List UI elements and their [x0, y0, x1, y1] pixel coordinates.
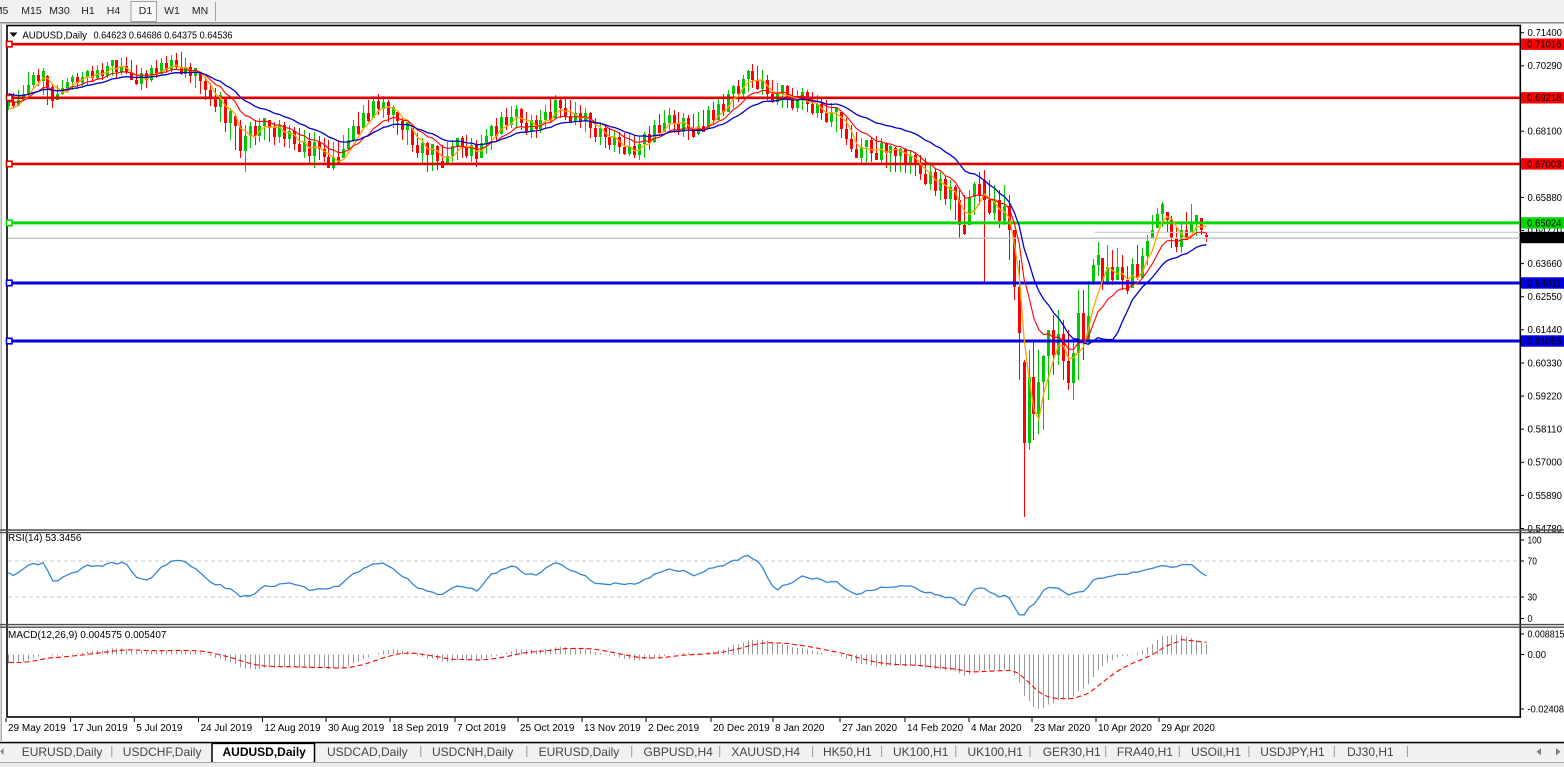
- svg-text:UK100,H1: UK100,H1: [968, 745, 1024, 759]
- svg-text:18 Sep 2019: 18 Sep 2019: [392, 723, 449, 734]
- svg-text:EURUSD,Daily: EURUSD,Daily: [539, 745, 620, 759]
- svg-text:RSI(14) 53.3456: RSI(14) 53.3456: [8, 533, 82, 544]
- svg-text:0.63660: 0.63660: [1528, 259, 1563, 270]
- svg-text:0.57000: 0.57000: [1528, 458, 1563, 469]
- svg-text:USDJPY,H1: USDJPY,H1: [1260, 745, 1325, 759]
- svg-text:5 Jul 2019: 5 Jul 2019: [136, 723, 183, 734]
- svg-text:30: 30: [1528, 593, 1538, 604]
- svg-text:HK50,H1: HK50,H1: [823, 745, 872, 759]
- svg-text:0.69218: 0.69218: [1527, 93, 1562, 104]
- svg-text:0.61440: 0.61440: [1528, 325, 1563, 336]
- svg-text:MN: MN: [192, 5, 208, 17]
- svg-text:0.59220: 0.59220: [1528, 392, 1563, 403]
- svg-text:27 Jan 2020: 27 Jan 2020: [842, 723, 897, 734]
- svg-text:0.55890: 0.55890: [1528, 491, 1563, 502]
- svg-text:4 Mar 2020: 4 Mar 2020: [971, 723, 1022, 734]
- svg-text:0.64536: 0.64536: [1527, 233, 1562, 244]
- svg-text:29 May 2019: 29 May 2019: [8, 723, 66, 734]
- svg-text:8 Jan 2020: 8 Jan 2020: [775, 723, 825, 734]
- svg-text:100: 100: [1528, 536, 1542, 547]
- svg-text:20 Dec 2019: 20 Dec 2019: [713, 723, 770, 734]
- svg-text:0.63011: 0.63011: [1527, 278, 1562, 289]
- svg-text:0.70290: 0.70290: [1528, 61, 1563, 72]
- svg-text:12 Aug 2019: 12 Aug 2019: [264, 723, 321, 734]
- svg-text:0: 0: [1528, 614, 1533, 625]
- svg-text:7 Oct 2019: 7 Oct 2019: [457, 723, 506, 734]
- svg-text:0.62550: 0.62550: [1528, 292, 1563, 303]
- svg-text:USDCHF,Daily: USDCHF,Daily: [123, 745, 202, 759]
- svg-text:MACD(12,26,9) 0.004575 0.00540: MACD(12,26,9) 0.004575 0.005407: [8, 630, 167, 641]
- svg-text:13 Nov 2019: 13 Nov 2019: [584, 723, 641, 734]
- svg-text:M5: M5: [0, 5, 8, 17]
- svg-text:0.64770: 0.64770: [1528, 226, 1563, 237]
- svg-text:0.68100: 0.68100: [1528, 127, 1563, 138]
- svg-text:USDCNH,Daily: USDCNH,Daily: [432, 745, 513, 759]
- svg-text:UK100,H1: UK100,H1: [893, 745, 949, 759]
- svg-text:70: 70: [1528, 557, 1538, 568]
- svg-text:30 Aug 2019: 30 Aug 2019: [328, 723, 385, 734]
- svg-text:17 Jun 2019: 17 Jun 2019: [73, 723, 128, 734]
- svg-text:H1: H1: [81, 5, 95, 17]
- svg-text:EURUSD,Daily: EURUSD,Daily: [22, 745, 103, 759]
- svg-text:USOil,H1: USOil,H1: [1191, 745, 1241, 759]
- svg-text:0.008815: 0.008815: [1528, 630, 1564, 641]
- svg-text:0.65024: 0.65024: [1527, 218, 1562, 229]
- svg-text:0.60330: 0.60330: [1528, 358, 1563, 369]
- svg-text:FRA40,H1: FRA40,H1: [1117, 745, 1173, 759]
- svg-text:25 Oct 2019: 25 Oct 2019: [520, 723, 575, 734]
- svg-text:23 Mar 2020: 23 Mar 2020: [1034, 723, 1091, 734]
- svg-text:AUDUSD,Daily: AUDUSD,Daily: [223, 745, 307, 759]
- svg-text:0.64623 0.64686 0.64375 0.6453: 0.64623 0.64686 0.64375 0.64536: [94, 30, 233, 41]
- svg-text:M15: M15: [21, 5, 42, 17]
- svg-text:M30: M30: [49, 5, 70, 17]
- svg-text:W1: W1: [164, 5, 180, 17]
- svg-text:D1: D1: [139, 5, 153, 17]
- svg-text:10 Apr 2020: 10 Apr 2020: [1098, 723, 1152, 734]
- svg-text:0.71400: 0.71400: [1528, 28, 1563, 39]
- svg-text:0.71016: 0.71016: [1527, 40, 1562, 51]
- svg-text:24 Jul 2019: 24 Jul 2019: [201, 723, 253, 734]
- svg-text:0.00: 0.00: [1528, 650, 1547, 661]
- svg-text:DJ30,H1: DJ30,H1: [1347, 745, 1394, 759]
- svg-text:0.61065: 0.61065: [1527, 336, 1562, 347]
- svg-text:XAUUSD,H4: XAUUSD,H4: [731, 745, 800, 759]
- svg-text:USDCAD,Daily: USDCAD,Daily: [327, 745, 408, 759]
- svg-text:14 Feb 2020: 14 Feb 2020: [907, 723, 964, 734]
- svg-text:0.58110: 0.58110: [1528, 425, 1563, 436]
- svg-text:GER30,H1: GER30,H1: [1043, 745, 1101, 759]
- svg-text:H4: H4: [107, 5, 121, 17]
- svg-text:2 Dec 2019: 2 Dec 2019: [648, 723, 700, 734]
- svg-text:0.67003: 0.67003: [1527, 159, 1562, 170]
- svg-text:0.65880: 0.65880: [1528, 193, 1563, 204]
- svg-text:AUDUSD,Daily: AUDUSD,Daily: [22, 30, 87, 41]
- svg-text:29 Apr 2020: 29 Apr 2020: [1161, 723, 1215, 734]
- svg-text:GBPUSD,H4: GBPUSD,H4: [644, 745, 714, 759]
